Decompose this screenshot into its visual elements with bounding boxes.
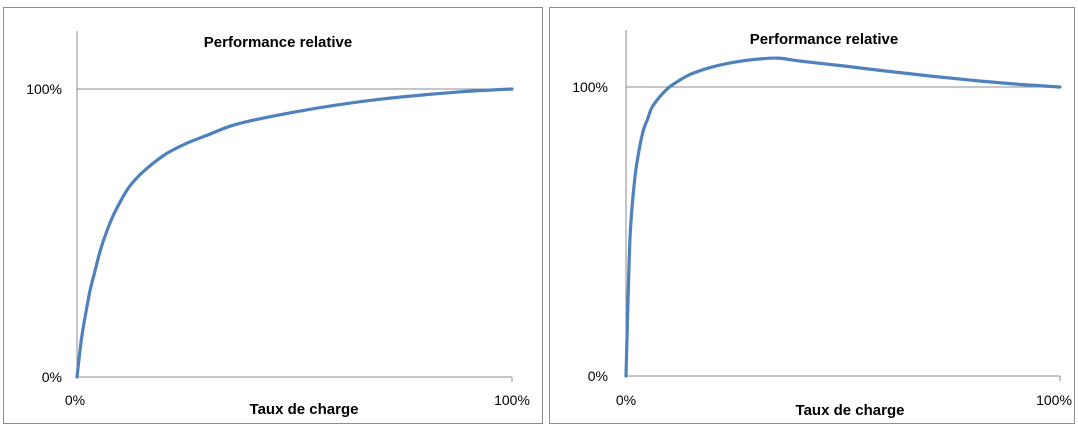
- series-line: [75, 87, 514, 379]
- chart-title: Performance relative: [204, 34, 352, 51]
- y-tick-label-top: 100%: [26, 81, 62, 97]
- chart-panel-left: Performance relative 100% 0% 0% 100% Tau…: [3, 7, 543, 424]
- chart-title: Performance relative: [750, 31, 898, 48]
- chart-panel-right: Performance relative 100% 0% 0% 100% Tau…: [549, 7, 1075, 424]
- y-tick-label-bottom: 0%: [42, 369, 62, 385]
- x-axis-label: Taux de charge: [796, 402, 905, 419]
- x-tick-label-end: 100%: [1036, 392, 1072, 408]
- x-axis-label: Taux de charge: [250, 401, 359, 418]
- chart-svg-left: Performance relative 100% 0% 0% 100% Tau…: [26, 31, 530, 418]
- x-tick-label-end: 100%: [494, 392, 530, 408]
- x-tick-label-start: 0%: [616, 392, 636, 408]
- chart-svg-right: Performance relative 100% 0% 0% 100% Tau…: [572, 30, 1072, 419]
- y-tick-label-bottom: 0%: [588, 368, 608, 384]
- y-tick-label-top: 100%: [572, 79, 608, 95]
- series-line: [624, 56, 1062, 378]
- x-tick-label-start: 0%: [65, 392, 85, 408]
